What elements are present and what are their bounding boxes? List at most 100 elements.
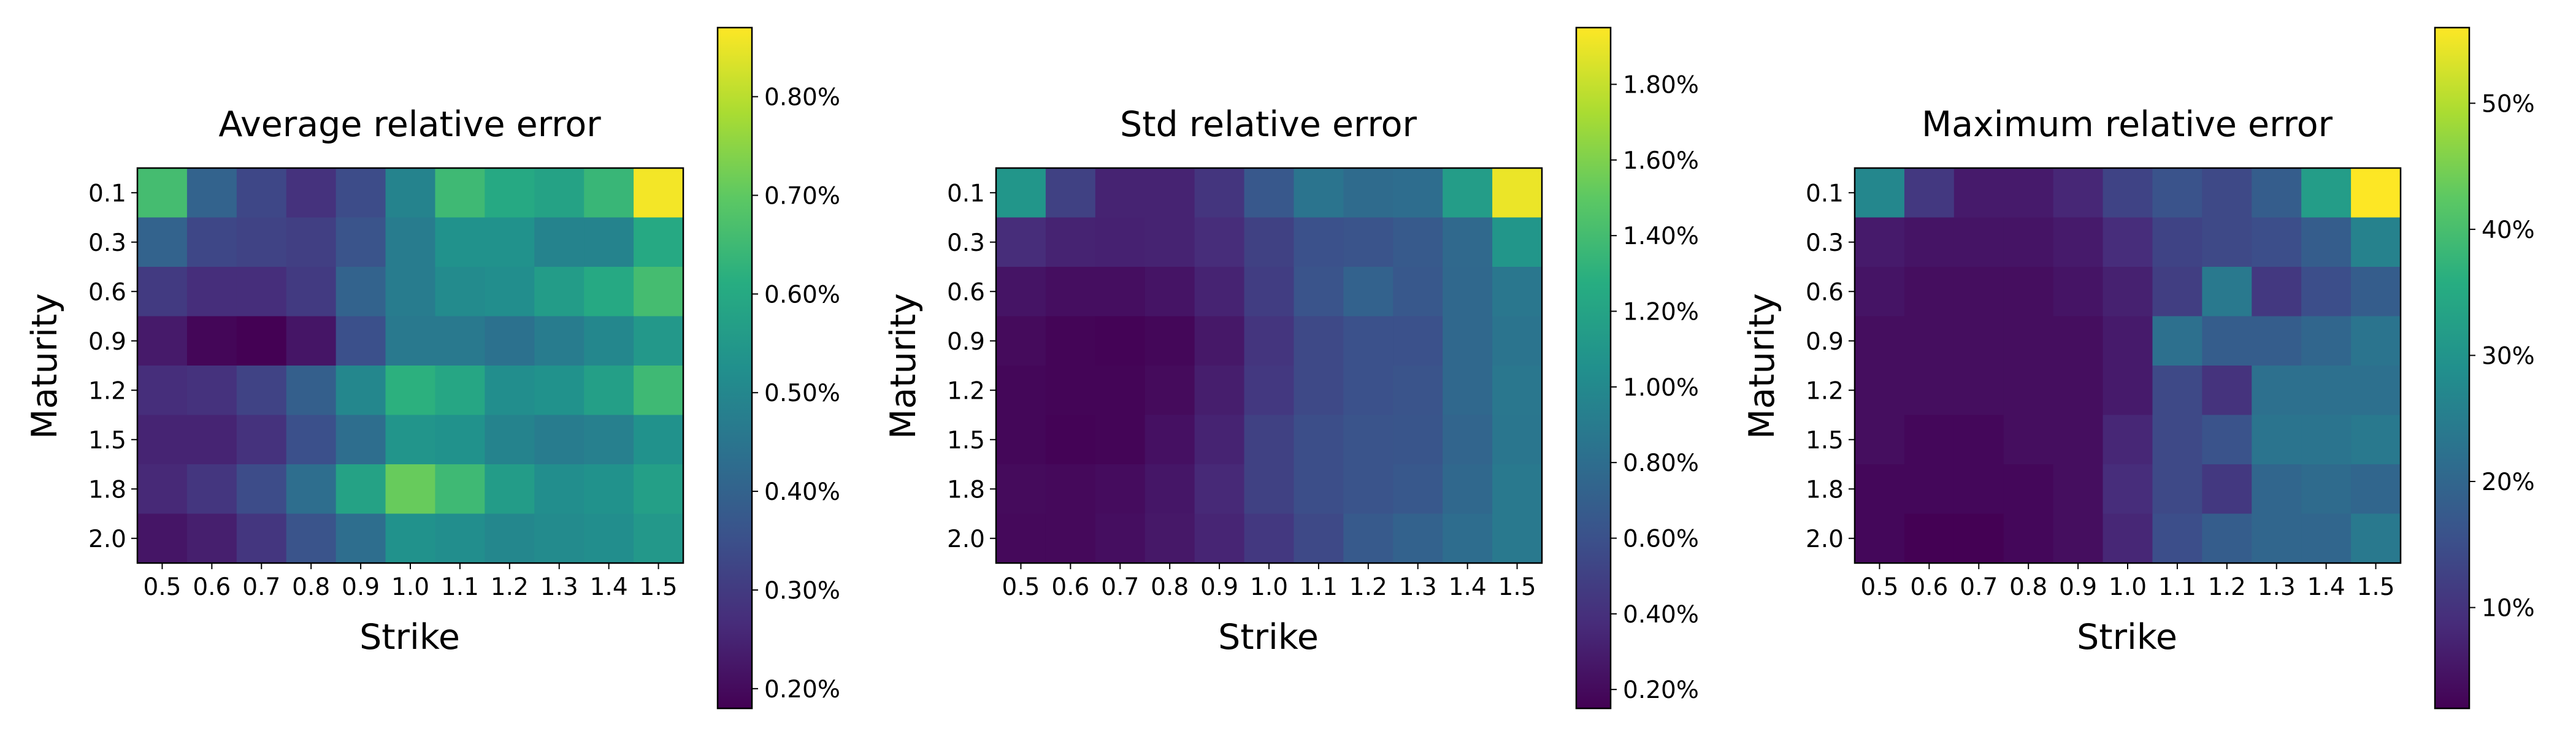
x-axis-label: Strike (2077, 617, 2177, 657)
heatmap-cell (1393, 217, 1443, 267)
heatmap-cell (2351, 217, 2401, 267)
x-tick-label: 0.5 (1002, 573, 1040, 601)
heatmap-cell (2103, 513, 2153, 564)
heatmap-cell (2103, 316, 2153, 366)
heatmap-cell (1953, 366, 2004, 416)
heatmap-cell (335, 366, 386, 416)
heatmap-cell (236, 267, 287, 317)
y-tick-label: 0.6 (88, 278, 126, 306)
heatmap-cell (634, 464, 684, 515)
y-tick-label: 0.3 (88, 229, 126, 257)
heatmap-cell (1045, 168, 1096, 218)
chart-title: Std relative error (1120, 104, 1417, 145)
heatmap-cell (137, 464, 188, 515)
heatmap-cell (485, 415, 535, 465)
heatmap-cell (534, 415, 585, 465)
heatmap-cell (1194, 217, 1245, 267)
y-tick-label: 2.0 (947, 526, 985, 553)
heatmap-cell (2351, 267, 2401, 317)
heatmap-cell (1194, 316, 1245, 366)
heatmap-cell (385, 366, 436, 416)
heatmap-cell (2301, 267, 2352, 317)
heatmap-cell (435, 168, 485, 218)
heatmap-cell (2103, 464, 2153, 515)
heatmap-cell (634, 267, 684, 317)
heatmap-cell (435, 513, 485, 564)
heatmap-cell (2351, 168, 2401, 218)
heatmap-cell (1294, 168, 1344, 218)
heatmap-cell (236, 415, 287, 465)
heatmap-cell (1045, 464, 1096, 515)
heatmap-cell (1393, 267, 1443, 317)
heatmap-cell (485, 513, 535, 564)
heatmap-cell (186, 168, 237, 218)
x-tick-label: 0.6 (1910, 573, 1948, 601)
y-ticks: 0.1 0.3 0.6 0.9 1.2 1.5 1.8 2.0 (1806, 180, 1855, 553)
x-tick-label: 0.9 (1200, 573, 1238, 601)
colorbar-tick-label: 10% (2482, 595, 2535, 623)
heatmap-cell (335, 168, 386, 218)
heatmap-cell (2202, 217, 2252, 267)
heatmap-cell (186, 217, 237, 267)
chart-title: Average relative error (218, 104, 601, 145)
heatmap-cell (286, 168, 337, 218)
heatmap-cell (1953, 217, 2004, 267)
heatmap-cell (137, 415, 188, 465)
heatmap-cell (1492, 464, 1543, 515)
heatmap-cell (996, 366, 1046, 416)
heatmap-cell (634, 217, 684, 267)
heatmap-cell (1294, 513, 1344, 564)
y-tick-label: 0.3 (947, 229, 985, 257)
heatmap-cell (996, 464, 1046, 515)
x-tick-label: 1.3 (2258, 573, 2296, 601)
heatmap-cell (1443, 513, 1493, 564)
colorbar-tick-label: 1.00% (1623, 374, 1699, 402)
y-tick-label: 0.9 (88, 328, 126, 356)
y-tick-label: 1.2 (1806, 377, 1844, 405)
colorbar-gradient (1575, 26, 1612, 710)
heatmap-cell (1294, 217, 1344, 267)
heatmap-cell (485, 464, 535, 515)
heatmap-cell (236, 513, 287, 564)
y-tick-label: 0.6 (1806, 278, 1844, 306)
heatmap-cell (1045, 415, 1096, 465)
heatmap-cell (435, 415, 485, 465)
heatmap-cell (385, 464, 436, 515)
heatmap-cell (1492, 267, 1543, 317)
heatmap-cell (1953, 464, 2004, 515)
heatmap-cell (1343, 464, 1393, 515)
heatmap-cell (996, 267, 1046, 317)
y-tick-label: 1.5 (88, 427, 126, 454)
heatmap-cell (2351, 513, 2401, 564)
heatmap-cell (137, 366, 188, 416)
heatmap-cell (1492, 366, 1543, 416)
x-tick-label: 0.6 (193, 573, 231, 601)
colorbar-tick-label: 40% (2482, 217, 2535, 244)
heatmap-cell (2152, 267, 2202, 317)
heatmap-cell (1343, 366, 1393, 416)
heatmap-cell (1443, 415, 1493, 465)
heatmap-cell (236, 366, 287, 416)
colorbar-tick-label: 1.80% (1623, 72, 1699, 99)
x-ticks: 0.5 0.6 0.7 0.8 0.9 1.0 1.1 1.2 1.3 1.4 1.5 (1002, 563, 1536, 601)
heatmap-cell (335, 513, 386, 564)
heatmap-cell (534, 513, 585, 564)
heatmap-cell (1904, 464, 1955, 515)
heatmap-cell (2301, 464, 2352, 515)
heatmap-cell (1095, 415, 1146, 465)
heatmap-cell (1194, 168, 1245, 218)
y-tick-label: 1.8 (947, 476, 985, 504)
x-tick-label: 0.6 (1051, 573, 1089, 601)
x-tick-label: 1.4 (1449, 573, 1487, 601)
x-tick-label: 1.3 (1399, 573, 1437, 601)
colorbar-tick-label: 0.20% (764, 676, 840, 703)
heatmap-cell (1343, 168, 1393, 218)
heatmap-cell (2252, 267, 2302, 317)
heatmap-cell (1904, 168, 1955, 218)
heatmap-cell (286, 267, 337, 317)
heatmap-cell (186, 366, 237, 416)
heatmap-cell (1443, 267, 1493, 317)
heatmap-cell (1095, 267, 1146, 317)
heatmap-cell (2003, 217, 2054, 267)
y-tick-label: 2.0 (1806, 526, 1844, 553)
